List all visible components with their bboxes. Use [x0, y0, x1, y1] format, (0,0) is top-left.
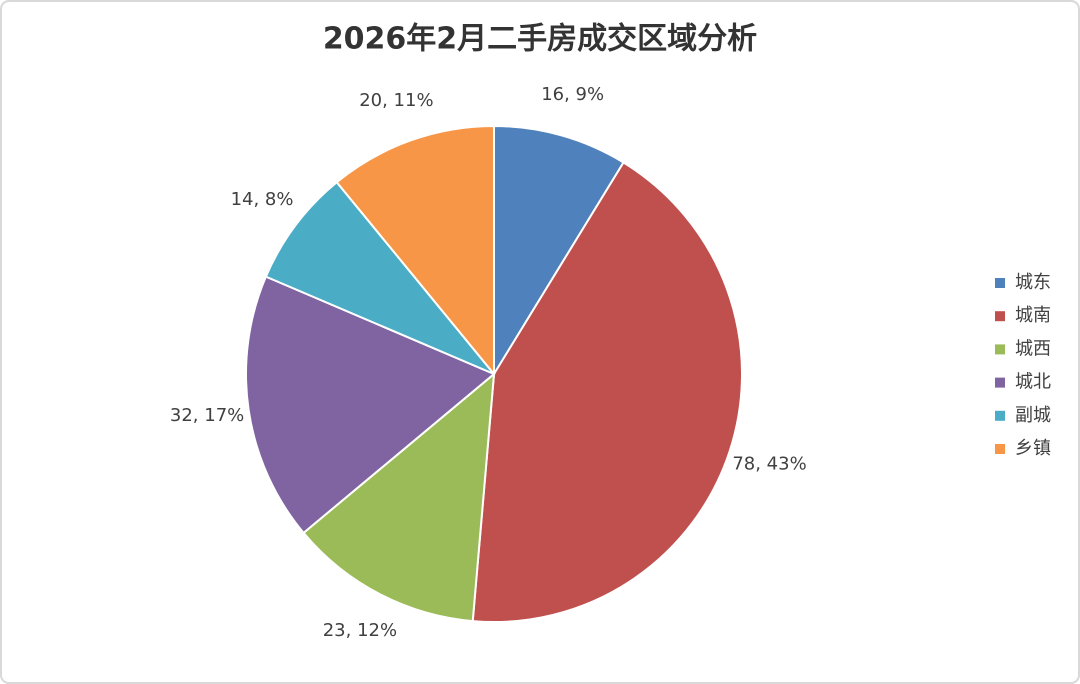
chart-title: 2026年2月二手房成交区域分析 [323, 22, 757, 57]
data-label: 16, 9% [541, 84, 604, 105]
data-label: 23, 12% [323, 620, 397, 641]
legend-label: 城东 [1015, 272, 1051, 293]
legend-swatch [995, 444, 1005, 454]
pie-slice [493, 124, 625, 378]
data-label: 32, 17% [170, 405, 244, 426]
legend-label: 城南 [1015, 305, 1051, 326]
legend-label: 乡镇 [1015, 438, 1051, 459]
pie-slice [264, 180, 495, 375]
pie-slice [335, 124, 495, 377]
pie-slice [245, 275, 496, 535]
legend-label: 城西 [1015, 338, 1051, 359]
data-label: 14, 8% [231, 189, 294, 210]
legend-swatch [995, 410, 1005, 421]
pie-slice [302, 371, 496, 623]
data-label: 78, 43% [732, 454, 806, 475]
legend-swatch [995, 311, 1005, 322]
data-label: 20, 11% [359, 90, 433, 111]
legend-swatch [995, 278, 1005, 288]
legend-label: 城北 [1015, 372, 1051, 393]
legend-swatch [995, 377, 1005, 388]
legend-label: 副城 [1015, 405, 1051, 426]
legend-swatch [995, 344, 1005, 355]
pie-slice [471, 161, 743, 623]
